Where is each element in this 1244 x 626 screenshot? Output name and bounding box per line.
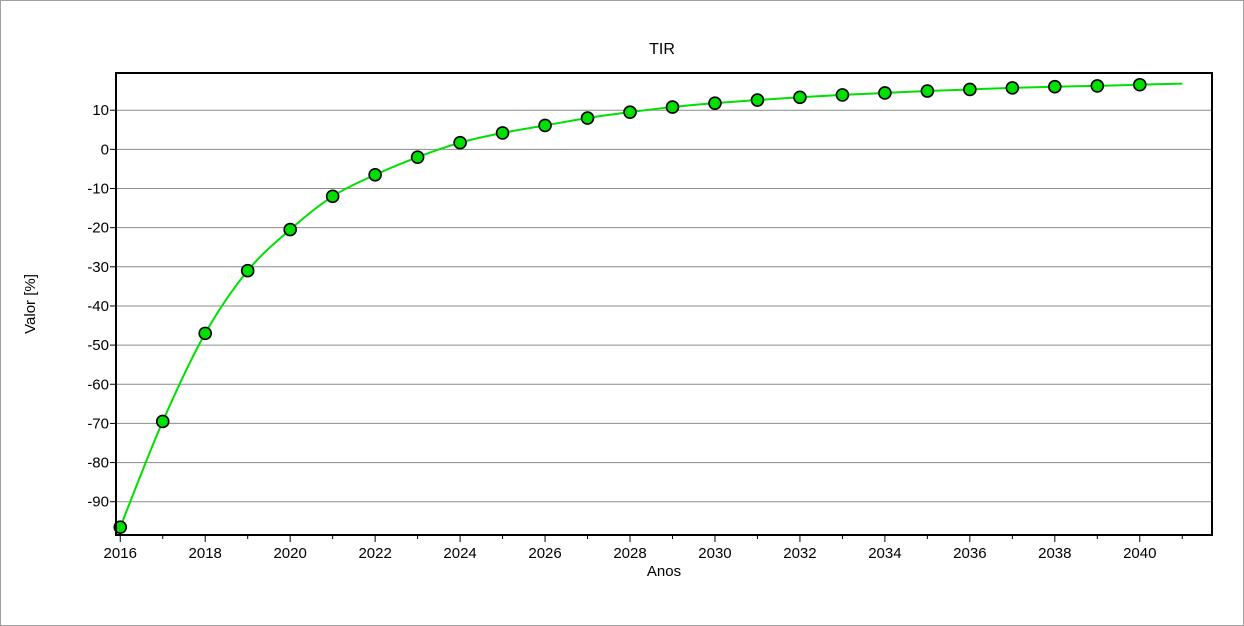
x-axis-label: Anos	[647, 563, 681, 580]
plot-area-border	[115, 72, 1213, 536]
x-tick-label: 2024	[443, 545, 476, 562]
chart-title: TIR	[649, 41, 675, 58]
data-markers	[113, 77, 1147, 534]
data-point	[240, 263, 255, 278]
data-point	[1090, 79, 1105, 93]
data-point	[623, 105, 637, 119]
x-tick-label: 2018	[189, 545, 222, 562]
x-axis-ticks: 2016 2018 2020 2022 2024 2026 2028 2030 2032 2034…	[104, 535, 1183, 562]
gridlines	[116, 109, 1212, 503]
data-point	[835, 88, 850, 102]
x-tick-label: 2034	[868, 545, 901, 562]
data-point	[750, 93, 765, 107]
data-point	[325, 189, 340, 204]
data-point	[410, 150, 425, 164]
data-point	[538, 118, 552, 133]
data-point	[198, 326, 213, 341]
data-point	[283, 222, 297, 237]
data-point	[453, 135, 467, 150]
y-tick-label: -90	[87, 494, 109, 511]
data-point	[665, 100, 680, 114]
data-point	[113, 520, 128, 534]
data-point	[368, 167, 382, 182]
y-axis-ticks: 10 0 -10 -20 -30 -40 -50 -60 -70 -80 -90	[87, 102, 116, 511]
x-tick-label: 2030	[698, 545, 731, 562]
y-tick-label: -10	[87, 181, 109, 198]
y-tick-label: -70	[87, 415, 109, 432]
data-point	[495, 126, 510, 140]
y-tick-label: -20	[87, 220, 109, 237]
y-tick-label: -60	[87, 376, 109, 393]
x-tick-label: 2032	[783, 545, 816, 562]
y-tick-label: 0	[101, 141, 109, 158]
data-point	[708, 96, 722, 110]
data-point	[1048, 79, 1062, 94]
x-tick-label: 2020	[273, 545, 306, 562]
data-point	[878, 86, 892, 100]
x-tick-label: 2040	[1123, 545, 1156, 562]
data-point	[580, 111, 595, 125]
data-point	[155, 414, 170, 429]
y-axis-label: Valor [%]	[22, 274, 39, 334]
data-point	[793, 90, 807, 105]
series-line	[119, 82, 1183, 528]
x-tick-label: 2036	[953, 545, 986, 562]
data-point	[1005, 81, 1020, 95]
x-tick-label: 2022	[358, 545, 391, 562]
x-tick-label: 2028	[613, 545, 646, 562]
y-tick-label: -80	[87, 455, 109, 472]
y-tick-label: -40	[87, 298, 109, 315]
data-point	[1132, 77, 1147, 92]
x-tick-label: 2038	[1038, 545, 1071, 562]
x-tick-label: 2016	[104, 545, 137, 562]
data-point	[920, 84, 935, 98]
data-point	[963, 82, 977, 97]
y-tick-label: 10	[92, 102, 109, 119]
y-tick-label: -50	[87, 337, 109, 354]
x-tick-label: 2026	[528, 545, 561, 562]
series-line-path	[119, 82, 1183, 528]
y-tick-label: -30	[87, 259, 109, 276]
